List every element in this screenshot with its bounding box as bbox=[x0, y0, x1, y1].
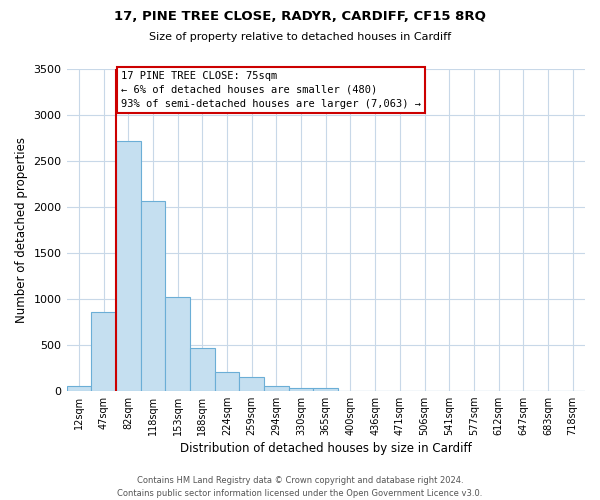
Bar bbox=[239, 378, 264, 390]
Bar bbox=[215, 372, 239, 390]
Text: Size of property relative to detached houses in Cardiff: Size of property relative to detached ho… bbox=[149, 32, 451, 42]
Bar bbox=[289, 388, 313, 390]
Bar bbox=[264, 386, 289, 390]
Bar bbox=[140, 202, 165, 390]
Bar bbox=[165, 297, 190, 390]
Bar bbox=[67, 386, 91, 390]
Text: 17, PINE TREE CLOSE, RADYR, CARDIFF, CF15 8RQ: 17, PINE TREE CLOSE, RADYR, CARDIFF, CF1… bbox=[114, 10, 486, 23]
Bar bbox=[116, 140, 140, 390]
Bar bbox=[313, 388, 338, 390]
Text: Contains HM Land Registry data © Crown copyright and database right 2024.
Contai: Contains HM Land Registry data © Crown c… bbox=[118, 476, 482, 498]
Bar bbox=[190, 348, 215, 391]
X-axis label: Distribution of detached houses by size in Cardiff: Distribution of detached houses by size … bbox=[180, 442, 472, 455]
Y-axis label: Number of detached properties: Number of detached properties bbox=[15, 137, 28, 323]
Text: 17 PINE TREE CLOSE: 75sqm
← 6% of detached houses are smaller (480)
93% of semi-: 17 PINE TREE CLOSE: 75sqm ← 6% of detach… bbox=[121, 71, 421, 109]
Bar bbox=[91, 312, 116, 390]
